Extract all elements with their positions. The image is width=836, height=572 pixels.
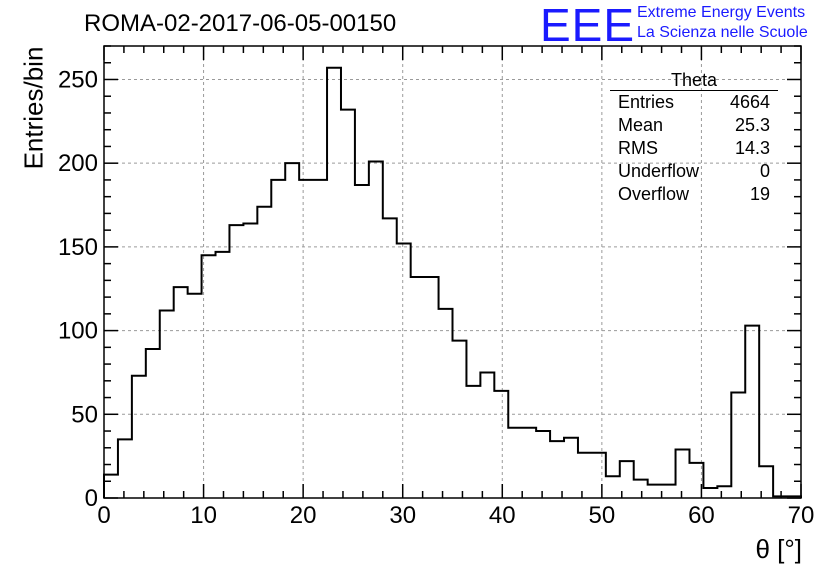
x-tick-label: 70 [788, 502, 815, 529]
stats-row-underflow: Underflow 0 [610, 160, 778, 183]
stats-value: 14.3 [734, 138, 770, 158]
y-tick-label: 150 [58, 234, 98, 261]
stats-value: 25.3 [734, 115, 770, 135]
histogram-series [103, 66, 802, 498]
stats-row-rms: RMS 14.3 [610, 137, 778, 160]
y-tick-label: 100 [58, 318, 98, 345]
stats-box: Theta Entries 4664 Mean 25.3 RMS 14.3 Un… [610, 70, 778, 206]
y-tick-label: 0 [85, 485, 98, 512]
x-tick-label: 20 [290, 502, 317, 529]
stats-value: 19 [749, 184, 770, 204]
stats-title: Theta [610, 70, 778, 91]
plot-frame [103, 45, 802, 499]
tick-labels: 0 10 20 30 40 50 60 70 0 50 100 150 200 250 [58, 66, 814, 529]
stats-value: 0 [759, 161, 770, 181]
y-axis-label: Entries/bin [18, 46, 49, 170]
stats-row-mean: Mean 25.3 [610, 114, 778, 137]
chart-title: ROMA-02-2017-06-05-00150 [84, 10, 397, 37]
stats-label: Entries [618, 92, 675, 112]
y-tick-label: 50 [71, 401, 98, 428]
stats-label: RMS [618, 138, 658, 158]
brand-line-1: Extreme Energy Events [637, 4, 806, 21]
x-tick-label: 60 [688, 502, 715, 529]
y-tick-label: 200 [58, 150, 98, 177]
stats-value: 4664 [729, 92, 770, 112]
brand-line-2: La Scienza nelle Scuole [637, 24, 808, 41]
x-tick-label: 10 [190, 502, 217, 529]
stats-row-entries: Entries 4664 [610, 91, 778, 114]
x-tick-label: 0 [97, 502, 110, 529]
stats-label: Overflow [618, 184, 690, 204]
x-tick-label: 50 [589, 502, 616, 529]
stats-label: Underflow [618, 161, 700, 181]
x-axis-label: θ [°] [755, 534, 802, 564]
x-tick-label: 40 [489, 502, 516, 529]
stats-row-overflow: Overflow 19 [610, 183, 778, 206]
y-tick-label: 250 [58, 66, 98, 93]
eee-logo: EEE [540, 0, 636, 51]
x-tick-label: 30 [389, 502, 416, 529]
stats-label: Mean [618, 115, 664, 135]
